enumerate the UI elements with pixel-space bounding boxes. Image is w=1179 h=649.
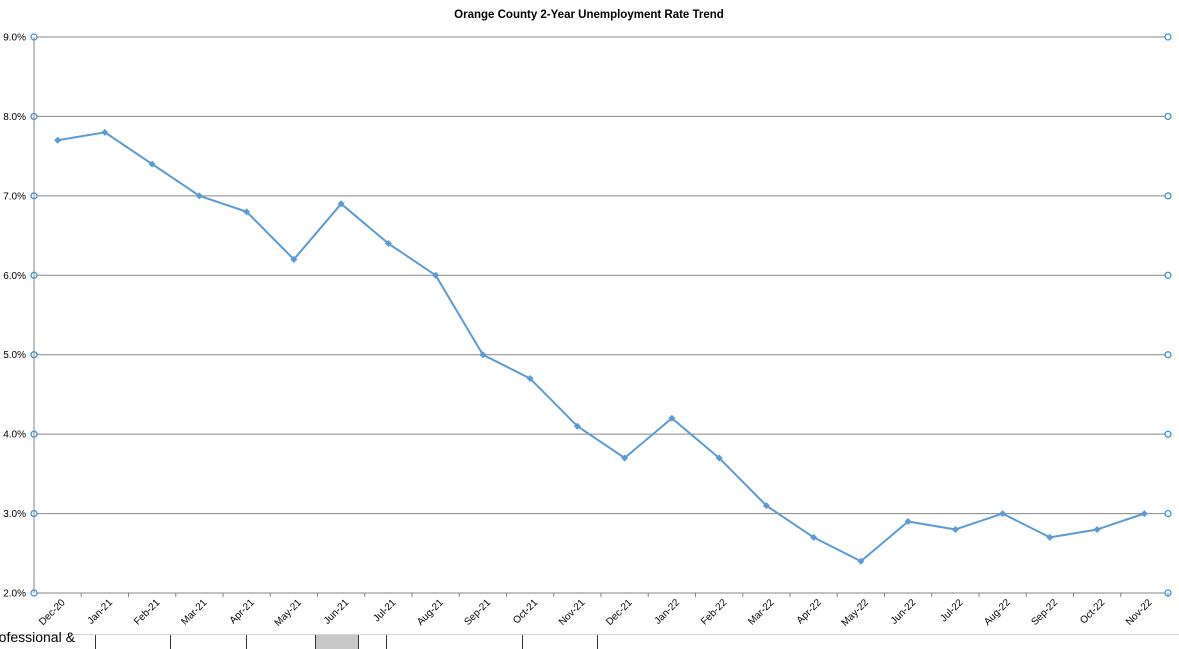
data-point[interactable] bbox=[857, 557, 865, 565]
data-point[interactable] bbox=[810, 533, 818, 541]
data-point[interactable] bbox=[384, 240, 392, 248]
gridline-handle[interactable] bbox=[1164, 271, 1172, 279]
x-tick-label: Mar-21 bbox=[179, 597, 209, 627]
x-tick-label: Aug-22 bbox=[982, 597, 1013, 628]
x-tick-label: May-22 bbox=[840, 597, 872, 629]
x-tick-label: Jul-22 bbox=[938, 597, 965, 624]
series-line[interactable] bbox=[57, 131, 1145, 563]
data-point[interactable] bbox=[573, 422, 581, 430]
x-tick-label: Apr-21 bbox=[228, 597, 257, 626]
cell[interactable] bbox=[96, 635, 171, 649]
spreadsheet-row: rofessional & bbox=[0, 629, 1179, 649]
chart-title: Orange County 2-Year Unemployment Rate T… bbox=[454, 9, 724, 21]
gridline-handle[interactable] bbox=[1164, 192, 1172, 200]
x-tick-label: Jun-21 bbox=[322, 597, 352, 627]
x-tick-label: Mar-22 bbox=[746, 597, 776, 627]
data-point[interactable] bbox=[290, 255, 298, 263]
gridline-handle[interactable] bbox=[1164, 33, 1172, 41]
x-tick-label: Nov-21 bbox=[557, 597, 588, 628]
x-tick-label: Apr-22 bbox=[795, 597, 824, 626]
cell[interactable] bbox=[359, 635, 387, 649]
data-point[interactable] bbox=[715, 454, 723, 462]
data-point[interactable] bbox=[1093, 525, 1101, 533]
data-point[interactable] bbox=[432, 271, 440, 279]
cell-selected[interactable] bbox=[316, 635, 359, 649]
x-tick-label: Nov-22 bbox=[1124, 597, 1155, 628]
series bbox=[54, 128, 1148, 565]
x-tick-label: Dec-20 bbox=[37, 597, 68, 628]
cell[interactable] bbox=[247, 635, 316, 649]
x-tick-label: Jul-21 bbox=[371, 597, 398, 624]
cell[interactable] bbox=[523, 635, 598, 649]
x-tick-label: Oct-22 bbox=[1078, 597, 1107, 626]
data-point[interactable] bbox=[999, 510, 1007, 518]
gridline-handle[interactable] bbox=[1164, 112, 1172, 121]
x-tick-label: Aug-21 bbox=[415, 597, 446, 628]
y-tick-label: 8.0% bbox=[3, 112, 26, 123]
y-tick-label: 9.0% bbox=[3, 33, 26, 44]
data-point[interactable] bbox=[526, 375, 534, 383]
x-tick-label: May-21 bbox=[273, 597, 305, 629]
data-point[interactable] bbox=[1046, 533, 1054, 541]
gridline-handle[interactable] bbox=[1164, 509, 1172, 518]
cell[interactable]: rofessional & bbox=[0, 629, 96, 649]
data-point[interactable] bbox=[762, 502, 770, 510]
data-point[interactable] bbox=[621, 454, 629, 462]
x-tick-label: Sep-21 bbox=[462, 597, 493, 628]
data-point[interactable] bbox=[195, 192, 203, 200]
y-tick-label: 7.0% bbox=[3, 191, 26, 202]
cell-text: rofessional & bbox=[0, 629, 75, 645]
y-tick-label: 5.0% bbox=[3, 350, 26, 361]
data-point[interactable] bbox=[904, 518, 912, 526]
gridline-handle[interactable] bbox=[1164, 351, 1172, 359]
x-tick-label: Feb-21 bbox=[132, 597, 162, 627]
x-tick-label: Jun-22 bbox=[889, 597, 919, 627]
data-point[interactable] bbox=[1140, 510, 1148, 518]
cell[interactable] bbox=[387, 635, 523, 649]
y-axis: 2.0% 3.0% 4.0% 5.0% 6.0% 7.0% 8.0% 9.0% bbox=[3, 33, 35, 600]
gridlines bbox=[30, 33, 1172, 597]
data-point[interactable] bbox=[243, 208, 251, 216]
x-axis: Dec-20 Jan-21 Feb-21 Mar-21 Apr-21 May-21 Jun-… bbox=[37, 593, 1169, 629]
y-tick-label: 4.0% bbox=[3, 430, 26, 441]
x-tick-label: Oct-21 bbox=[511, 597, 540, 626]
data-point[interactable] bbox=[54, 136, 62, 144]
x-tick-label: Feb-22 bbox=[699, 597, 729, 627]
data-point[interactable] bbox=[101, 128, 109, 136]
line-chart[interactable]: Orange County 2-Year Unemployment Rate T… bbox=[0, 0, 1179, 634]
x-tick-label: Jan-22 bbox=[653, 597, 683, 627]
data-point[interactable] bbox=[951, 525, 959, 533]
y-tick-label: 3.0% bbox=[3, 509, 26, 520]
x-tick-label: Dec-21 bbox=[604, 597, 635, 628]
y-tick-label: 6.0% bbox=[3, 271, 26, 282]
data-point[interactable] bbox=[148, 160, 156, 168]
x-tick-label: Jan-21 bbox=[86, 597, 116, 627]
data-point[interactable] bbox=[479, 351, 487, 359]
gridline-handle[interactable] bbox=[1164, 430, 1172, 438]
data-point[interactable] bbox=[668, 414, 676, 422]
y-tick-label: 2.0% bbox=[3, 589, 26, 600]
cell[interactable] bbox=[171, 635, 247, 649]
data-point[interactable] bbox=[337, 200, 345, 208]
x-tick-label: Sep-22 bbox=[1029, 597, 1060, 628]
